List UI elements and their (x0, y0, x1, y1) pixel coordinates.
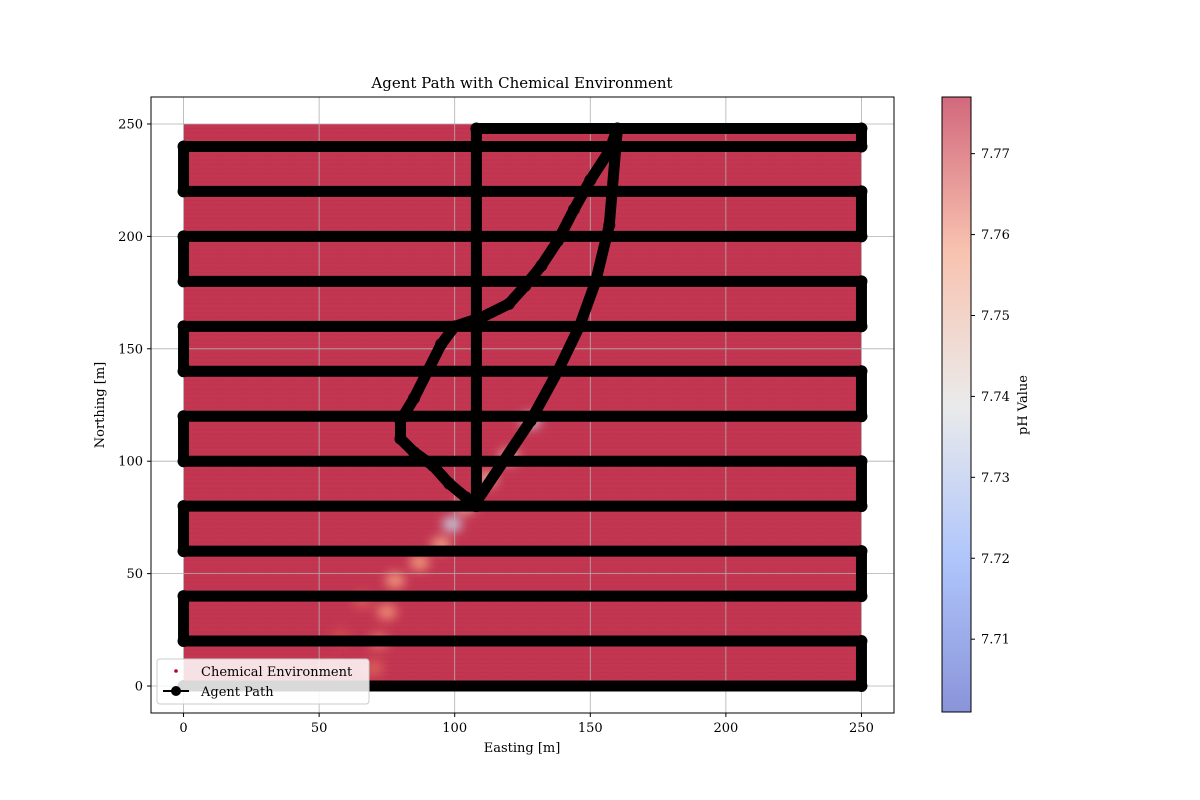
x-tick-label: 200 (713, 721, 738, 736)
y-tick-label: 50 (126, 567, 143, 582)
legend-env-label: Chemical Environment (201, 665, 353, 680)
agent-path-point (855, 365, 868, 378)
agent-path-point (177, 320, 190, 333)
agent-path-point (177, 590, 190, 603)
plume-point (376, 603, 397, 620)
x-tick-label: 250 (849, 721, 874, 736)
agent-path-point (603, 144, 616, 157)
agent-path-point (573, 320, 586, 333)
agent-path-point (855, 140, 868, 153)
legend-env-marker (174, 669, 178, 673)
agent-path-point (568, 203, 581, 216)
y-tick-label: 150 (118, 342, 143, 357)
agent-path-point (177, 230, 190, 243)
colorbar-tick-label: 7.71 (981, 633, 1010, 648)
agent-path-point (435, 338, 448, 351)
agent-path-point (589, 275, 602, 288)
colorbar-tick-label: 7.77 (981, 147, 1010, 162)
x-tick-label: 150 (578, 721, 603, 736)
agent-path-point (475, 311, 488, 324)
chemical-environment-layer (183, 123, 862, 687)
agent-path-point (394, 414, 407, 427)
agent-path-point (394, 432, 407, 445)
x-tick-label: 100 (442, 721, 467, 736)
colorbar-tick-label: 7.72 (981, 552, 1010, 567)
agent-path-point (177, 365, 190, 378)
agent-path-point (448, 320, 461, 333)
agent-path-point (177, 545, 190, 558)
agent-path-point (177, 185, 190, 198)
legend: Chemical Environment Agent Path (156, 658, 370, 705)
chart-title: Agent Path with Chemical Environment (370, 74, 672, 92)
y-axis-ticks: 0 50 100 150 200 250 (118, 117, 151, 695)
agent-path-point (855, 185, 868, 198)
plume-point (385, 572, 406, 589)
agent-path-point (551, 365, 564, 378)
agent-path-point (177, 635, 190, 648)
colorbar-tick-label: 7.75 (981, 309, 1010, 324)
plot-frame (150, 96, 895, 714)
agent-path-point (177, 140, 190, 153)
agent-path-point (855, 680, 868, 693)
agent-path-point (177, 455, 190, 468)
y-tick-label: 250 (118, 117, 143, 132)
colorbar: 7.71 7.72 7.73 7.74 7.75 7.76 7.77 pH Value (941, 96, 1031, 713)
colorbar-tick-label: 7.76 (981, 228, 1010, 243)
x-tick-label: 50 (311, 721, 328, 736)
agent-path-point (855, 275, 868, 288)
agent-path-point (611, 122, 624, 135)
plume-point (409, 554, 430, 571)
agent-path-point (855, 545, 868, 558)
agent-path-layer (177, 122, 868, 693)
agent-path-point (855, 320, 868, 333)
y-tick-label: 200 (118, 230, 143, 245)
agent-path-point (427, 459, 440, 472)
agent-path-point (855, 410, 868, 423)
agent-path-point (408, 392, 421, 405)
agent-path-point (535, 259, 548, 272)
agent-path-point (408, 446, 421, 459)
agent-path-point (470, 122, 483, 135)
agent-path-point (855, 500, 868, 513)
agent-path-point (855, 122, 868, 135)
agent-path-point (177, 410, 190, 423)
agent-path-point (470, 500, 483, 513)
colorbar-frame (941, 96, 972, 713)
agent-path-point (551, 234, 564, 247)
y-tick-label: 0 (135, 680, 143, 695)
colorbar-ticks: 7.71 7.72 7.73 7.74 7.75 7.76 7.77 (971, 147, 1010, 648)
agent-path-point (855, 230, 868, 243)
legend-box (156, 658, 370, 705)
legend-path-marker (171, 686, 181, 696)
agent-path-point (459, 491, 472, 504)
x-axis-label: Easting [m] (484, 741, 561, 756)
x-tick-label: 0 (179, 721, 187, 736)
colorbar-fill (942, 97, 971, 712)
agent-path-point (855, 455, 868, 468)
agent-path-point (584, 174, 597, 187)
x-axis-ticks: 0 50 100 150 200 250 (179, 713, 874, 736)
agent-path-point (502, 297, 515, 310)
agent-path-point (421, 365, 434, 378)
agent-path-point (177, 275, 190, 288)
legend-path-label: Agent Path (200, 685, 274, 700)
colorbar-tick-label: 7.74 (981, 390, 1010, 405)
agent-path-point (177, 500, 190, 513)
agent-path-point (524, 414, 537, 427)
y-tick-label: 100 (118, 455, 143, 470)
plume-point (441, 516, 462, 533)
colorbar-tick-label: 7.73 (981, 471, 1010, 486)
agent-path-point (855, 635, 868, 648)
agent-path-point (443, 477, 456, 490)
y-axis-label: Northing [m] (93, 362, 108, 448)
colorbar-label: pH Value (1016, 375, 1031, 435)
agent-path-point (855, 590, 868, 603)
agent-path-point (603, 219, 616, 232)
environment-background (183, 123, 862, 687)
agent-path-point (519, 279, 532, 292)
